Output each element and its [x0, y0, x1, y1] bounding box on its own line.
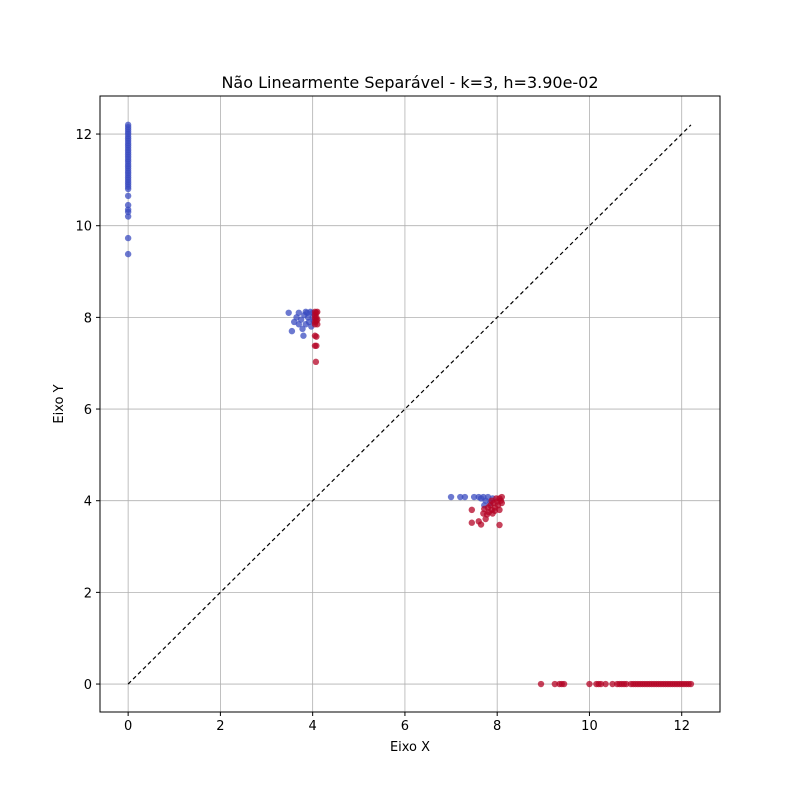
axis-ticks: 0 2 4 6 8 10 12 0 2 4 6 8 10 12 [75, 128, 690, 734]
y-tick-label: 2 [84, 586, 92, 601]
data-point-class-1 [560, 680, 568, 688]
data-point-class-0 [295, 309, 303, 316]
data-point-class-1 [312, 358, 320, 366]
data-point-class-1 [551, 680, 559, 688]
data-points [124, 121, 695, 688]
data-point-class-0 [124, 192, 132, 200]
data-point-class-0 [299, 325, 306, 333]
data-point-class-0 [124, 208, 132, 216]
data-point-class-0 [302, 308, 309, 316]
x-tick-label: 10 [581, 719, 598, 734]
data-point-class-1 [491, 507, 499, 514]
data-point-class-0 [124, 213, 132, 220]
x-axis-label: Eixo X [390, 740, 430, 755]
data-point-class-1 [586, 680, 593, 688]
y-tick-label: 4 [84, 495, 92, 510]
data-point-class-1 [477, 521, 485, 528]
data-point-class-0 [124, 185, 132, 193]
data-point-class-0 [288, 327, 296, 335]
x-tick-label: 0 [124, 719, 132, 734]
y-tick-label: 12 [75, 128, 92, 143]
data-point-class-0 [285, 309, 292, 316]
data-point-class-0 [461, 493, 469, 501]
y-tick-label: 6 [84, 403, 92, 418]
data-point-class-1 [609, 680, 616, 688]
grid [100, 96, 720, 712]
data-point-class-0 [124, 250, 132, 258]
data-point-class-1 [498, 499, 506, 507]
plot-frame [99, 95, 721, 713]
data-point-class-1 [597, 680, 605, 688]
data-point-class-1 [488, 497, 495, 504]
chart-title: Não Linearmente Separável - k=3, h=3.90e… [221, 73, 598, 92]
data-point-class-0 [300, 332, 307, 339]
data-point-class-0 [295, 321, 303, 328]
data-point-class-1 [687, 680, 695, 688]
data-point-class-1 [537, 680, 545, 688]
y-tick-label: 8 [84, 311, 92, 326]
data-point-class-1 [468, 519, 476, 526]
data-point-class-0 [124, 201, 132, 209]
data-point-class-1 [498, 493, 506, 501]
data-point-class-1 [314, 308, 321, 316]
data-point-class-0 [457, 493, 464, 501]
data-point-class-0 [470, 493, 478, 501]
data-point-class-1 [623, 680, 630, 688]
reference-line-layer [127, 124, 692, 685]
data-point-class-1 [313, 342, 320, 349]
y-tick-label: 10 [75, 220, 92, 235]
x-tick-label: 4 [309, 719, 317, 734]
data-point-class-1 [468, 506, 476, 514]
x-tick-label: 8 [493, 719, 501, 734]
y-axis-label: Eixo Y [52, 384, 67, 423]
x-tick-label: 2 [216, 719, 224, 734]
data-point-class-1 [314, 316, 321, 323]
series-class-0 [124, 121, 496, 509]
data-point-class-1 [314, 321, 321, 328]
series-class-1 [311, 308, 695, 688]
data-point-class-0 [447, 493, 455, 501]
x-tick-label: 6 [401, 719, 409, 734]
y-tick-label: 0 [84, 678, 92, 693]
data-point-class-1 [313, 333, 320, 340]
data-point-class-1 [602, 680, 609, 688]
x-tick-label: 12 [673, 719, 690, 734]
data-point-class-1 [496, 521, 503, 529]
reference-dashed-line [127, 124, 692, 685]
data-point-class-0 [124, 234, 132, 242]
